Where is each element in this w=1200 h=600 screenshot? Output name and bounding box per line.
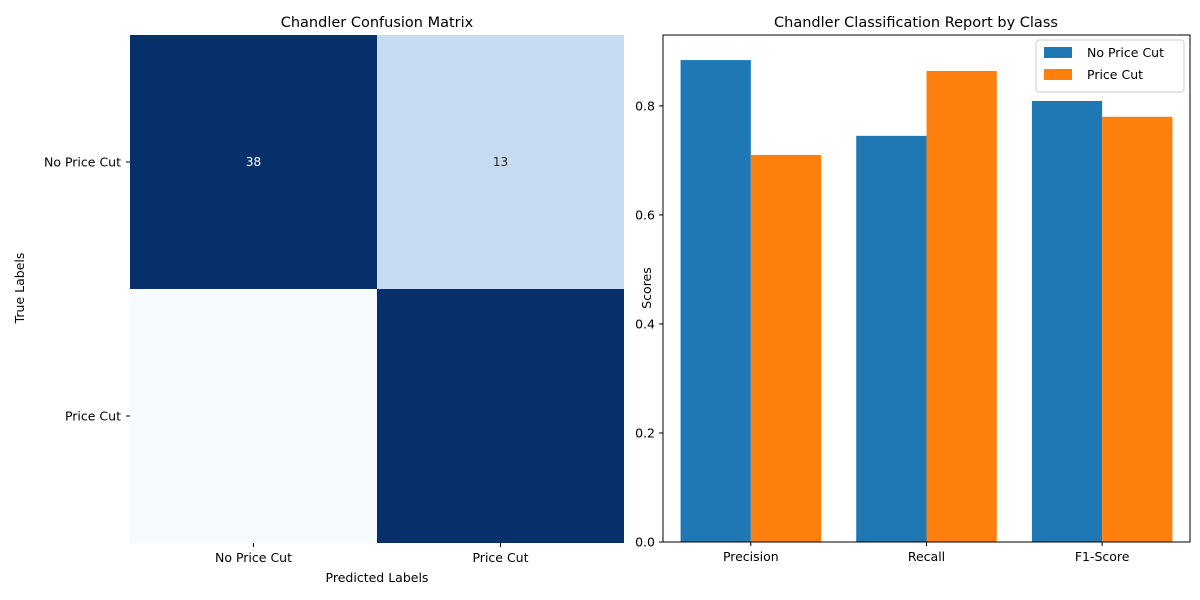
bar-no-price-cut-recall	[856, 135, 927, 542]
bar-x-tick-label: Precision	[723, 549, 779, 564]
cm-y-tick-label: Price Cut	[65, 409, 121, 424]
bar-title: Chandler Classification Report by Class	[774, 15, 1058, 31]
bar-price-cut-recall	[926, 70, 997, 542]
bar-price-cut-f1-score	[1102, 116, 1173, 542]
cm-cells: 38 13	[130, 35, 624, 543]
bar-y-tick-label: 0.2	[635, 425, 655, 440]
bar-marks	[680, 60, 1173, 543]
cm-y-axis: No Price Cut Price Cut	[44, 155, 130, 424]
bar-y-axis: 0.0 0.2 0.4 0.6 0.8	[635, 98, 663, 550]
cm-cell-label: 38	[246, 155, 261, 169]
bar-legend: No Price Cut Price Cut	[1035, 39, 1185, 93]
legend-swatch-price-cut	[1044, 69, 1072, 80]
bar-y-tick-label: 0.0	[635, 535, 655, 550]
bar-no-price-cut-f1-score	[1031, 100, 1103, 543]
bar-x-tick-label: Recall	[908, 549, 945, 564]
cm-y-axis-label: True Labels	[12, 253, 27, 325]
bar-y-axis-label: Scores	[639, 267, 654, 309]
bar-no-price-cut-precision	[680, 60, 751, 542]
cm-cell-price-cut-price-cut	[377, 289, 624, 543]
bar-x-tick-label: F1-Score	[1075, 549, 1130, 564]
cm-cell-no-price-cut-price-cut	[377, 35, 624, 289]
legend-label-no-price-cut: No Price Cut	[1087, 45, 1164, 60]
legend-label-price-cut: Price Cut	[1087, 67, 1143, 82]
classification-report-panel: Chandler Classification Report by Class …	[635, 15, 1191, 564]
bar-price-cut-precision	[750, 154, 822, 542]
cm-cell-price-cut-no-price-cut	[130, 289, 377, 543]
bar-y-tick-label: 0.6	[635, 207, 655, 222]
cm-cell-label: 13	[493, 155, 508, 169]
legend-frame	[1035, 39, 1185, 93]
cm-x-tick-label: Price Cut	[472, 550, 528, 565]
bar-x-axis: Precision Recall F1-Score	[723, 542, 1130, 564]
bar-y-tick-label: 0.8	[635, 98, 655, 113]
cm-y-tick-label: No Price Cut	[44, 155, 121, 170]
cm-cell-no-price-cut-no-price-cut	[130, 35, 377, 289]
cm-x-axis-label: Predicted Labels	[326, 570, 429, 585]
cm-title: Chandler Confusion Matrix	[281, 15, 474, 31]
cm-x-axis: No Price Cut Price Cut	[215, 543, 529, 565]
cm-x-tick-label: No Price Cut	[215, 550, 292, 565]
bar-y-tick-label: 0.4	[635, 316, 655, 331]
confusion-matrix-panel: Chandler Confusion Matrix 38 13 No Price …	[12, 15, 624, 585]
legend-swatch-no-price-cut	[1044, 47, 1072, 58]
